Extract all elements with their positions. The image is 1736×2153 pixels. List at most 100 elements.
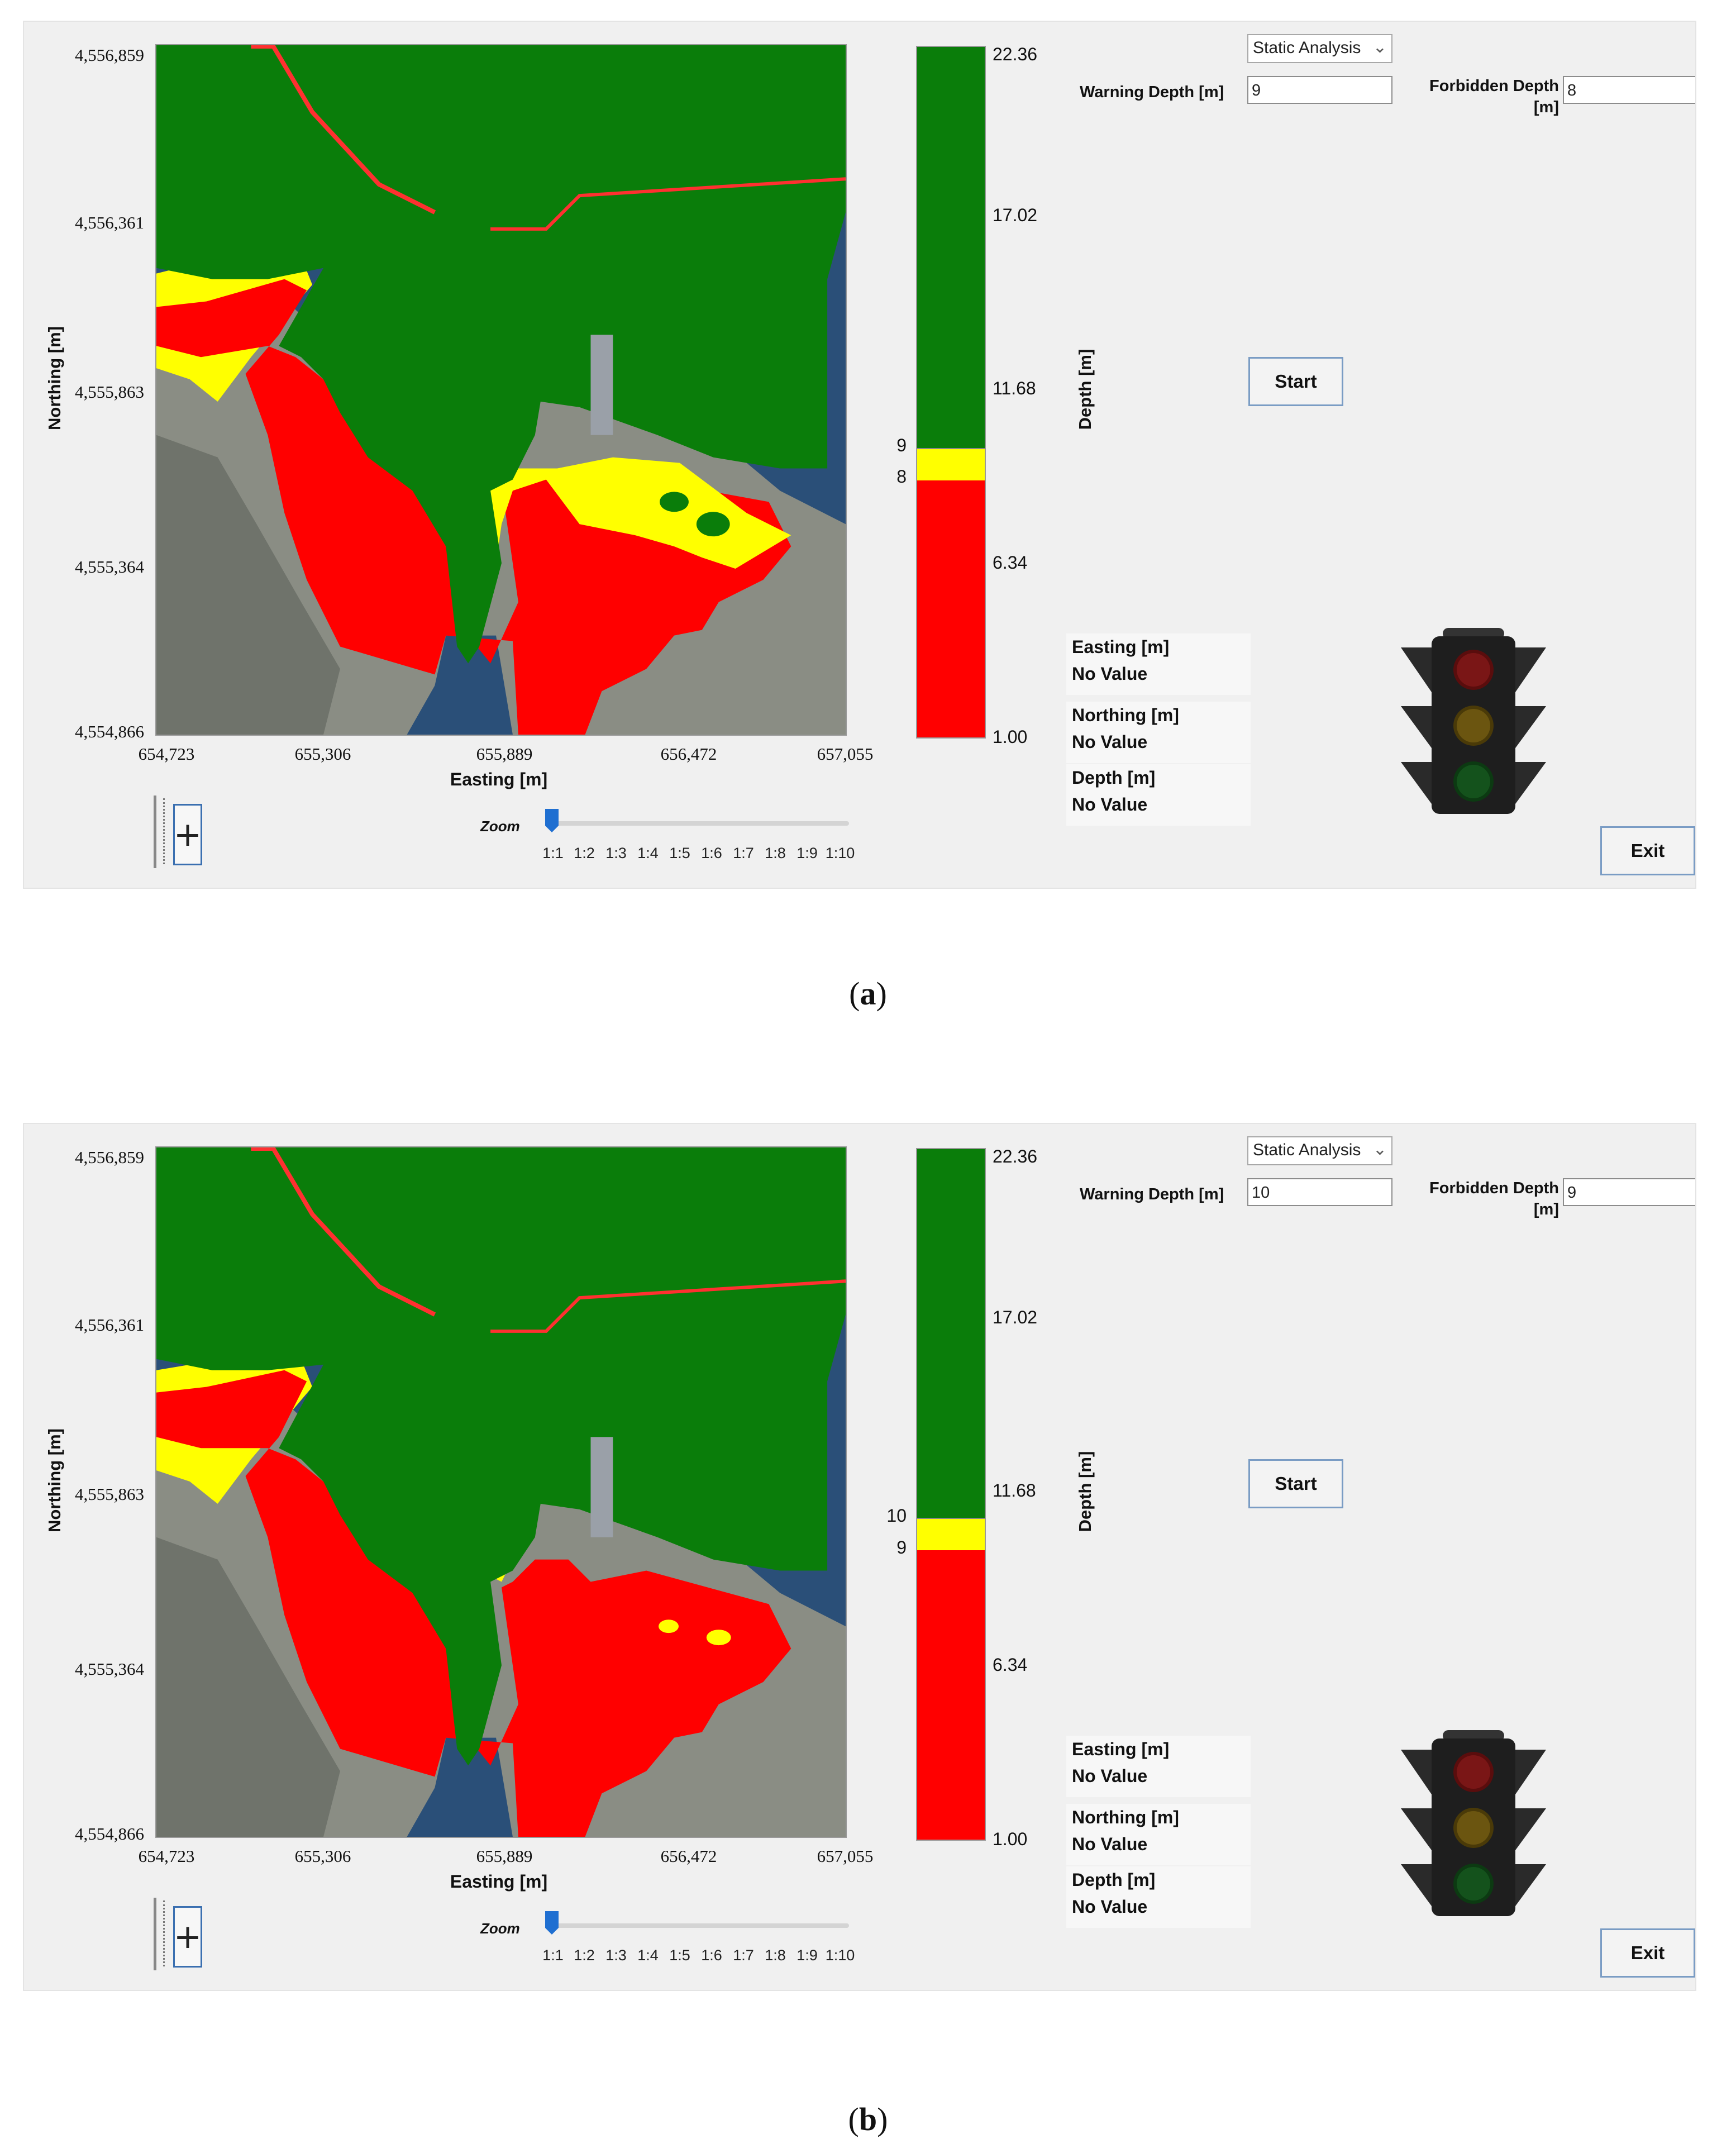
pier [590, 335, 613, 435]
depth-readout-label: Depth [m] [1072, 768, 1156, 788]
start-button[interactable]: Start [1248, 357, 1343, 406]
chevron-down-icon: ⌄ [1372, 1140, 1387, 1159]
y-tick: 4,554,866 [75, 722, 144, 741]
zoom-tick: 1:3 [605, 845, 627, 861]
colorbar-tick: 1.00 [993, 727, 1028, 747]
zoom-tick: 1:1 [542, 845, 564, 861]
zoom-tick: 1:8 [765, 1947, 786, 1964]
add-button[interactable]: + [173, 1906, 202, 1968]
forbidden-zone [156, 1370, 791, 1837]
add-button[interactable]: + [173, 804, 202, 865]
depth-map[interactable] [155, 44, 847, 736]
zoom-tick: 1:4 [637, 1947, 659, 1964]
breakwater-edge [251, 45, 436, 215]
zoom-tick: 1:9 [797, 1947, 818, 1964]
depth-readout: Depth [m] No Value [1066, 764, 1251, 826]
x-tick: 654,723 [138, 744, 195, 764]
forbidden-depth-label-line2: [m] [1533, 1201, 1559, 1218]
warning-patch [659, 1619, 679, 1633]
zoom-slider-track[interactable] [547, 1923, 849, 1928]
zoom-tick: 1:5 [669, 1947, 690, 1964]
warning-depth-field[interactable]: 9 [1247, 76, 1392, 104]
depth-map[interactable] [155, 1146, 847, 1838]
analysis-mode-value: Static Analysis [1253, 1141, 1361, 1159]
app-window-a: 4,556,859 4,556,361 4,555,863 4,555,364 … [23, 21, 1696, 889]
zoom-tick: 1:7 [733, 845, 754, 861]
colorbar-tick: 6.34 [993, 1655, 1028, 1675]
zoom-tick: 1:1 [542, 1947, 564, 1964]
easting-value: No Value [1072, 1766, 1148, 1786]
toolbar-grip[interactable] [163, 798, 166, 864]
exit-button[interactable]: Exit [1600, 826, 1695, 875]
forbidden-depth-mark: 8 [896, 466, 907, 487]
zoom-slider-thumb[interactable] [544, 808, 560, 833]
northing-value: No Value [1072, 732, 1148, 752]
depth-colorbar [916, 1148, 986, 1841]
panel-caption-b: (b) [848, 2101, 888, 2137]
app-window-b: 4,556,859 4,556,361 4,555,863 4,555,364 … [23, 1123, 1696, 1991]
zoom-tick: 1:10 [825, 845, 855, 861]
zoom-slider-thumb[interactable] [544, 1910, 560, 1936]
safe-patch [660, 492, 689, 512]
traffic-light-icon [1401, 1727, 1546, 1917]
traffic-light-icon [1401, 625, 1546, 815]
zoom-tick: 1:2 [574, 845, 595, 861]
x-tick: 655,889 [476, 744, 533, 764]
colorbar-tick: 17.02 [993, 1307, 1038, 1327]
colorbar-warning-segment [917, 1518, 985, 1552]
x-tick: 655,306 [294, 1846, 351, 1866]
colorbar-tick: 22.36 [993, 1146, 1038, 1166]
map-toolbar: + Zoom 1:1 1:2 1:3 1:4 1:5 1:6 1:7 1:8 1… [154, 796, 863, 868]
y-tick: 4,556,859 [75, 45, 144, 65]
northing-label: Northing [m] [1072, 1807, 1179, 1827]
warning-depth-field[interactable]: 10 [1247, 1178, 1392, 1206]
chevron-down-icon: ⌄ [1372, 38, 1387, 56]
forbidden-depth-label-line1: Forbidden Depth [1429, 77, 1559, 95]
zoom-label: Zoom [480, 1920, 520, 1937]
safe-zone [156, 45, 846, 664]
breakwater-edge [490, 177, 846, 231]
northing-value: No Value [1072, 1834, 1148, 1854]
zoom-tick: 1:9 [797, 845, 818, 861]
depth-readout-value: No Value [1072, 794, 1148, 814]
safe-zone [156, 1147, 846, 1766]
warning-depth-label: Warning Depth [m] [1080, 1185, 1224, 1203]
forbidden-zone [156, 279, 791, 735]
toolbar-grip[interactable] [163, 1900, 166, 1966]
start-button[interactable]: Start [1248, 1459, 1343, 1508]
plus-icon: + [173, 1917, 202, 1956]
analysis-mode-select[interactable]: Static Analysis ⌄ [1247, 34, 1392, 63]
zoom-tick: 1:5 [669, 845, 690, 861]
easting-label: Easting [m] [1072, 637, 1170, 657]
y-tick: 4,555,364 [75, 1659, 144, 1679]
northing-axis-label: Northing [m] [45, 1428, 64, 1532]
x-tick: 655,889 [476, 1846, 533, 1866]
y-tick: 4,554,866 [75, 1824, 144, 1844]
depth-readout: Depth [m] No Value [1066, 1866, 1251, 1928]
warning-zone [323, 357, 791, 602]
zoom-tick: 1:10 [825, 1947, 855, 1964]
colorbar-tick: 6.34 [993, 552, 1028, 573]
warning-depth-mark: 9 [896, 435, 907, 455]
x-tick: 657,055 [817, 744, 874, 764]
zoom-label: Zoom [480, 818, 520, 835]
y-tick: 4,555,364 [75, 557, 144, 577]
zoom-scale: 1:1 1:2 1:3 1:4 1:5 1:6 1:7 1:8 1:9 1:10 [536, 1947, 871, 1967]
forbidden-depth-field[interactable]: 9 [1563, 1178, 1695, 1206]
breakwater-edge [490, 1279, 846, 1333]
zoom-tick: 1:4 [637, 845, 659, 861]
x-tick: 654,723 [138, 1846, 195, 1866]
x-tick: 656,472 [660, 744, 717, 764]
caption-letter: b [859, 2101, 877, 2137]
forbidden-depth-field[interactable]: 8 [1563, 76, 1695, 104]
forbidden-depth-mark: 9 [896, 1537, 907, 1557]
colorbar-safe-segment [917, 47, 985, 448]
colorbar-forbidden-segment [917, 480, 985, 737]
depth-map-svg [156, 1147, 846, 1837]
easting-label: Easting [m] [1072, 1739, 1170, 1759]
zoom-slider-track[interactable] [547, 821, 849, 826]
zoom-tick: 1:6 [701, 845, 722, 861]
x-tick: 655,306 [294, 744, 351, 764]
exit-button[interactable]: Exit [1600, 1928, 1695, 1978]
analysis-mode-select[interactable]: Static Analysis ⌄ [1247, 1136, 1392, 1165]
